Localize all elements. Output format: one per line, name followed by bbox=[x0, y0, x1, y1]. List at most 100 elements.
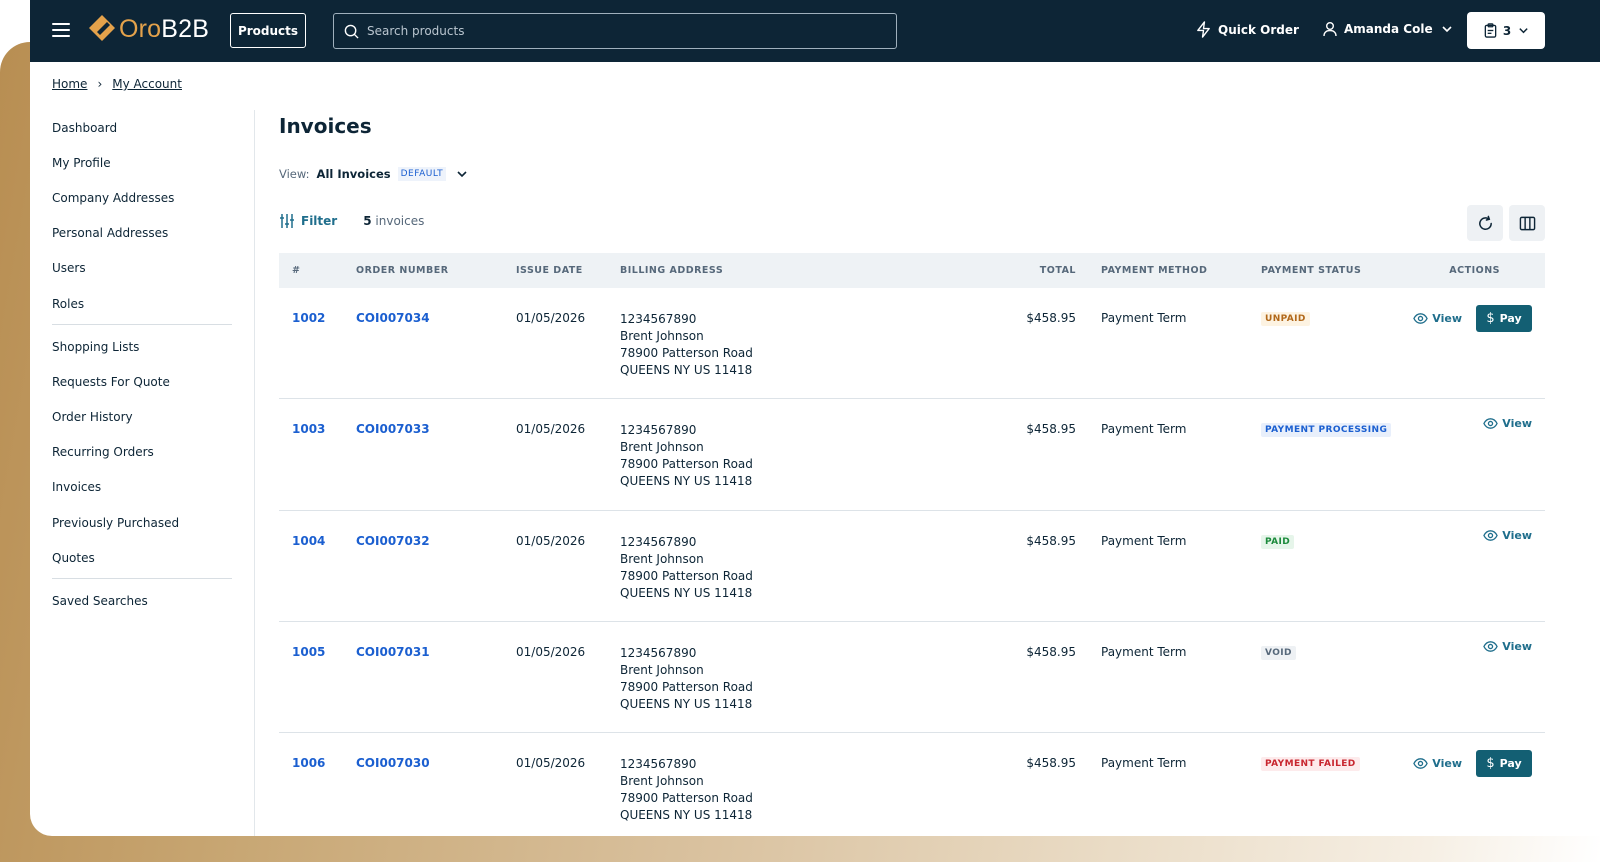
app-window: OroB2B Products Quick Order Amanda Cole bbox=[30, 0, 1600, 836]
columns-button[interactable] bbox=[1509, 205, 1545, 241]
logo-text: OroB2B bbox=[119, 14, 210, 43]
address-line: QUEENS NY US 11418 bbox=[620, 585, 753, 600]
table-row: 1006 COI007030 01/05/2026 1234567890 Bre… bbox=[279, 733, 1545, 836]
invoice-number-link[interactable]: 1005 bbox=[292, 644, 326, 659]
sidebar-item-company-addresses[interactable]: Company Addresses bbox=[52, 190, 175, 205]
refresh-icon bbox=[1478, 215, 1492, 230]
refresh-button[interactable] bbox=[1467, 205, 1503, 241]
filter-label: Filter bbox=[301, 214, 338, 228]
payment-method: Payment Term bbox=[1101, 756, 1187, 771]
view-label: View bbox=[1502, 417, 1532, 431]
order-number-link[interactable]: COI007030 bbox=[356, 756, 430, 771]
view-button[interactable]: View bbox=[1413, 756, 1462, 771]
header-issue-date[interactable]: ISSUE DATE bbox=[516, 265, 583, 276]
row-actions: View bbox=[1483, 639, 1532, 654]
sidebar-item-users[interactable]: Users bbox=[52, 261, 86, 276]
sidebar-item-dashboard[interactable]: Dashboard bbox=[52, 120, 118, 135]
order-number-link[interactable]: COI007031 bbox=[356, 644, 430, 659]
table-row: 1003 COI007033 01/05/2026 1234567890 Bre… bbox=[279, 399, 1545, 511]
clipboard-icon bbox=[1484, 23, 1497, 38]
view-button[interactable]: View bbox=[1413, 311, 1462, 326]
columns-icon bbox=[1519, 216, 1535, 230]
pay-button[interactable]: $ Pay bbox=[1476, 305, 1532, 332]
sliders-icon bbox=[280, 214, 294, 228]
breadcrumb: Home › My Account bbox=[52, 77, 182, 91]
search-icon bbox=[344, 24, 359, 39]
billing-address: 1234567890 Brent Johnson 78900 Patterson… bbox=[620, 422, 753, 490]
hamburger-menu-icon[interactable] bbox=[50, 20, 72, 42]
view-label: View bbox=[1432, 757, 1462, 771]
address-line: Brent Johnson bbox=[620, 440, 704, 455]
issue-date: 01/05/2026 bbox=[516, 756, 586, 771]
dollar-icon: $ bbox=[1486, 756, 1495, 772]
billing-address: 1234567890 Brent Johnson 78900 Patterson… bbox=[620, 311, 753, 379]
view-button[interactable]: View bbox=[1483, 528, 1532, 543]
sidebar-item-personal-addresses[interactable]: Personal Addresses bbox=[52, 226, 169, 241]
invoice-count-text: invoices bbox=[375, 214, 425, 228]
invoice-number-link[interactable]: 1006 bbox=[292, 756, 326, 771]
sidebar-item-invoices[interactable]: Invoices bbox=[52, 480, 102, 495]
logo-mark-icon bbox=[89, 15, 115, 41]
header-order-number[interactable]: ORDER NUMBER bbox=[356, 265, 449, 276]
sidebar-item-roles[interactable]: Roles bbox=[52, 296, 85, 311]
view-button[interactable]: View bbox=[1483, 416, 1532, 431]
sidebar-item-previously-purchased[interactable]: Previously Purchased bbox=[52, 515, 180, 530]
quick-order-link[interactable]: Quick Order bbox=[1195, 21, 1299, 38]
user-menu[interactable]: Amanda Cole bbox=[1322, 21, 1453, 37]
view-selector[interactable]: View: All Invoices DEFAULT bbox=[279, 167, 468, 181]
sidebar-item-order-history[interactable]: Order History bbox=[52, 410, 133, 425]
quick-order-label: Quick Order bbox=[1218, 22, 1299, 37]
issue-date: 01/05/2026 bbox=[516, 422, 586, 437]
sidebar-item-saved-searches[interactable]: Saved Searches bbox=[52, 594, 148, 609]
order-number-link[interactable]: COI007032 bbox=[356, 533, 430, 548]
invoice-total: $458.95 bbox=[1026, 422, 1076, 437]
search-box[interactable] bbox=[333, 13, 897, 49]
invoice-number-link[interactable]: 1004 bbox=[292, 533, 326, 548]
account-sidebar: Dashboard My Profile Company Addresses P… bbox=[52, 110, 232, 619]
invoice-number-link[interactable]: 1002 bbox=[292, 311, 326, 325]
status-badge: PAYMENT FAILED bbox=[1261, 757, 1360, 772]
search-input[interactable] bbox=[367, 24, 867, 38]
breadcrumb-separator: › bbox=[97, 77, 103, 91]
invoice-total: $458.95 bbox=[1026, 311, 1076, 325]
sidebar-item-recurring-orders[interactable]: Recurring Orders bbox=[52, 445, 154, 460]
address-line: Brent Johnson bbox=[620, 662, 704, 677]
user-icon bbox=[1323, 22, 1337, 37]
sidebar-item-quotes[interactable]: Quotes bbox=[52, 550, 95, 565]
chevron-down-icon[interactable] bbox=[456, 168, 468, 180]
shopping-list-button[interactable]: 3 bbox=[1467, 12, 1545, 49]
user-name: Amanda Cole bbox=[1344, 22, 1433, 36]
header-billing-address: BILLING ADDRESS bbox=[620, 265, 724, 276]
issue-date: 01/05/2026 bbox=[516, 644, 586, 659]
sidebar-item-my-profile[interactable]: My Profile bbox=[52, 155, 111, 170]
row-actions: View $ Pay bbox=[1413, 305, 1532, 332]
address-line: 1234567890 bbox=[620, 312, 697, 326]
status-badge: PAYMENT PROCESSING bbox=[1261, 423, 1392, 438]
page-title: Invoices bbox=[279, 114, 372, 138]
filter-row: Filter 5 invoices bbox=[279, 213, 424, 229]
breadcrumb-home[interactable]: Home bbox=[52, 77, 88, 91]
filter-button[interactable]: Filter bbox=[279, 213, 337, 229]
sidebar-item-requests-for-quote[interactable]: Requests For Quote bbox=[52, 374, 170, 389]
invoice-count-number: 5 bbox=[363, 214, 372, 228]
order-number-link[interactable]: COI007034 bbox=[356, 311, 430, 325]
sidebar-item-shopping-lists[interactable]: Shopping Lists bbox=[52, 339, 140, 354]
pay-label: Pay bbox=[1499, 312, 1522, 325]
header-total[interactable]: TOTAL bbox=[1039, 265, 1076, 276]
address-line: Brent Johnson bbox=[620, 774, 704, 789]
logo[interactable]: OroB2B bbox=[88, 14, 209, 44]
invoice-number-link[interactable]: 1003 bbox=[292, 422, 326, 437]
breadcrumb-my-account[interactable]: My Account bbox=[112, 77, 182, 91]
eye-icon bbox=[1483, 418, 1499, 430]
table-row: 1005 COI007031 01/05/2026 1234567890 Bre… bbox=[279, 622, 1545, 734]
sidebar-separator-line bbox=[254, 110, 255, 836]
products-button[interactable]: Products bbox=[230, 13, 306, 48]
top-navigation-bar: OroB2B Products Quick Order Amanda Cole bbox=[30, 0, 1600, 62]
view-button[interactable]: View bbox=[1483, 639, 1532, 654]
address-line: 1234567890 bbox=[620, 534, 697, 549]
header-actions: ACTIONS bbox=[1449, 265, 1500, 276]
address-line: 1234567890 bbox=[620, 645, 697, 660]
row-actions: View bbox=[1483, 528, 1532, 543]
pay-button[interactable]: $ Pay bbox=[1476, 750, 1532, 778]
order-number-link[interactable]: COI007033 bbox=[356, 422, 430, 437]
